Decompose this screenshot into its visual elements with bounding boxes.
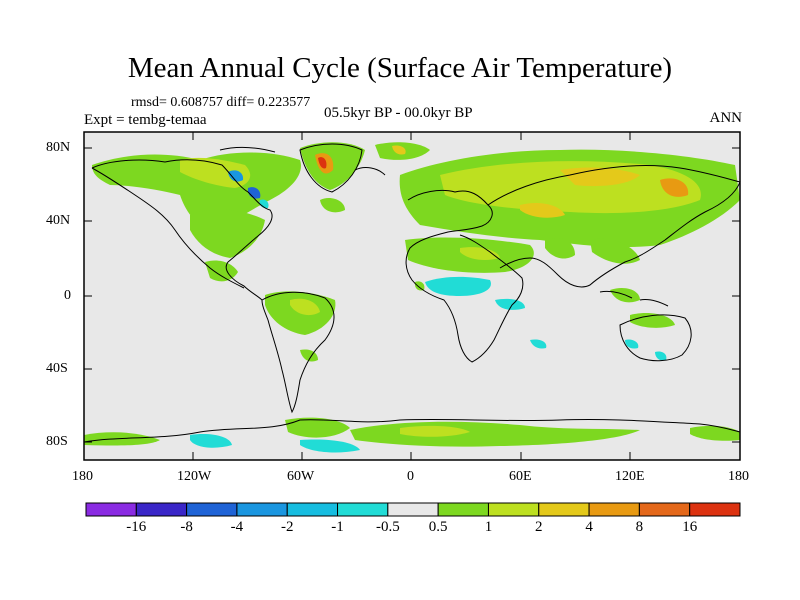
lat-tick-label: 40N bbox=[46, 213, 71, 228]
colorbar-swatch bbox=[337, 502, 389, 517]
colorbar-swatch bbox=[85, 502, 137, 517]
season-label: ANN bbox=[709, 110, 743, 126]
lon-tick-label: 120E bbox=[615, 469, 645, 484]
colorbar-label: -8 bbox=[180, 519, 193, 535]
lat-tick-label: 80N bbox=[46, 140, 71, 155]
coastlines bbox=[83, 143, 741, 443]
colorbar-swatch bbox=[236, 502, 288, 517]
colorbar-label: 0.5 bbox=[428, 519, 448, 535]
colorbar-swatch bbox=[538, 502, 590, 517]
lon-tick-label: 0 bbox=[407, 469, 414, 484]
lat-tick-label: 40S bbox=[46, 361, 68, 376]
colorbar bbox=[85, 502, 741, 517]
chart-title: Mean Annual Cycle (Surface Air Temperatu… bbox=[127, 52, 673, 84]
colorbar-swatch bbox=[638, 502, 691, 517]
colorbar-swatch bbox=[186, 502, 238, 517]
colorbar-label: -16 bbox=[126, 519, 147, 535]
period-label: 05.5kyr BP - 00.0kyr BP bbox=[324, 105, 473, 121]
colorbar-swatch bbox=[588, 502, 640, 517]
colorbar-label: 1 bbox=[484, 519, 493, 535]
colorbar-label: 8 bbox=[635, 519, 644, 535]
tick-marks bbox=[84, 132, 740, 460]
colorbar-label: -0.5 bbox=[375, 519, 400, 535]
colorbar-swatch bbox=[286, 502, 339, 517]
experiment-label: Expt = tembg-temaa bbox=[84, 112, 207, 128]
lon-tick-label: 60W bbox=[287, 469, 315, 484]
lon-tick-label: 180 bbox=[72, 469, 93, 484]
lat-tick-label: 0 bbox=[64, 288, 71, 303]
colorbar-swatch bbox=[689, 502, 741, 517]
colorbar-label: 16 bbox=[682, 519, 698, 535]
colorbar-label: 2 bbox=[535, 519, 543, 535]
lon-tick-label: 60E bbox=[509, 469, 532, 484]
colorbar-swatch bbox=[437, 502, 489, 517]
lon-tick-label: 120W bbox=[177, 469, 212, 484]
colorbar-label: 4 bbox=[585, 519, 593, 535]
colorbar-label: -2 bbox=[280, 519, 294, 535]
stats-text: rmsd= 0.608757 diff= 0.223577 bbox=[131, 95, 311, 110]
colorbar-swatch bbox=[487, 502, 540, 517]
lat-tick-label: 80S bbox=[46, 434, 68, 449]
lon-tick-label: 180 bbox=[728, 469, 749, 484]
colorbar-swatch bbox=[387, 502, 439, 517]
colorbar-swatch bbox=[135, 502, 188, 517]
colorbar-label: -1 bbox=[331, 519, 344, 535]
colorbar-label: -4 bbox=[230, 519, 244, 535]
